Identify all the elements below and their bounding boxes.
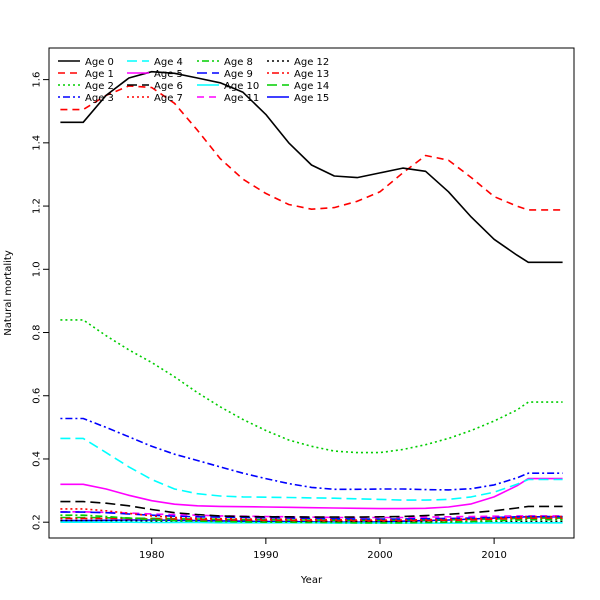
series-line-age-2 <box>60 320 562 453</box>
y-axis: 0.2 0.4 0.6 0.8 1.0 1.2 1.4 1.6 <box>32 72 50 530</box>
legend-label: Age 8 <box>224 57 253 68</box>
legend-label: Age 10 <box>224 81 259 92</box>
legend-label: Age 7 <box>154 93 183 104</box>
x-tick-label: 2010 <box>481 550 506 561</box>
line-chart: 1980 1990 2000 2010 0.2 0.4 0.6 0.8 1.0 1.2 1.4 1.… <box>0 0 600 600</box>
legend-label: Age 15 <box>294 93 329 104</box>
y-tick-label: 1.0 <box>32 261 43 277</box>
series-line-age-1 <box>60 86 562 210</box>
series-line-age-3 <box>60 419 562 490</box>
x-tick-label: 1990 <box>253 550 278 561</box>
y-tick-label: 1.6 <box>32 72 43 88</box>
x-tick-label: 2000 <box>367 550 392 561</box>
legend-label: Age 0 <box>85 57 114 68</box>
y-tick-label: 0.8 <box>32 325 43 341</box>
legend-label: Age 6 <box>154 81 183 92</box>
x-tick-label: 1980 <box>139 550 164 561</box>
y-tick-label: 1.2 <box>32 198 43 214</box>
legend-label: Age 5 <box>154 69 183 80</box>
y-axis-label: Natural mortality <box>3 250 14 336</box>
y-tick-label: 1.4 <box>32 135 43 151</box>
legend-label: Age 14 <box>294 81 329 92</box>
series-layer <box>60 72 562 523</box>
plot-frame <box>49 48 574 538</box>
series-line-age-4 <box>60 438 562 500</box>
y-tick-label: 0.4 <box>32 451 43 467</box>
legend-label: Age 9 <box>224 69 253 80</box>
legend-label: Age 13 <box>294 69 329 80</box>
y-tick-label: 0.2 <box>32 514 43 530</box>
legend-label: Age 11 <box>224 93 259 104</box>
legend-label: Age 2 <box>85 81 114 92</box>
x-axis: 1980 1990 2000 2010 <box>139 538 507 561</box>
legend-label: Age 1 <box>85 69 114 80</box>
x-axis-label: Year <box>300 575 323 586</box>
legend-label: Age 3 <box>85 93 114 104</box>
legend-label: Age 12 <box>294 57 329 68</box>
y-tick-label: 0.6 <box>32 388 43 404</box>
legend-label: Age 4 <box>154 57 183 68</box>
